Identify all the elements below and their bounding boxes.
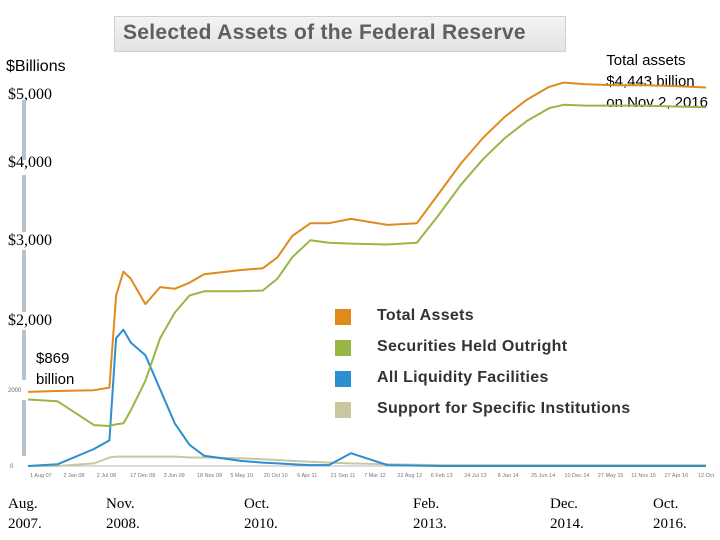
y-axis-bar-segment [22, 330, 26, 380]
small-x-tick-label: 27 May 15 [598, 473, 624, 479]
small-x-tick-label: 17 Dec 08 [130, 473, 155, 479]
x-label-oct-2010: Oct. 2010. [244, 496, 278, 532]
x-label-nov-2008: Nov. 2008. [106, 496, 140, 532]
small-x-tick-label: 6 Apr 11 [297, 473, 317, 479]
legend-label-liquidity: All Liquidity Facilities [377, 369, 549, 386]
small-x-tick-label: 12 Oct [698, 473, 715, 479]
small-x-tick-label: 5 May 10 [230, 473, 253, 479]
legend-swatch-support [335, 402, 351, 418]
inner-axis-label-2000: 2000 [8, 388, 22, 394]
series-line-total-assets [27, 81, 707, 393]
small-x-tick-label: 27 Apr 16 [665, 473, 689, 479]
small-x-tick-label: 8 Jan 14 [498, 473, 519, 479]
small-x-tick-label: 6 Feb 13 [431, 473, 453, 479]
small-x-tick-label: 3 Jun 09 [164, 473, 185, 479]
legend-item-total-assets: Total Assets [335, 306, 690, 328]
series-line-all-liquidity-facilities [27, 328, 706, 467]
liquidity-annotation-line2: billion [36, 371, 75, 388]
y-axis-bar-segment [22, 100, 26, 160]
x-label-feb-2013: Feb. 2013. [413, 496, 447, 532]
small-x-tick-label: 2 Jan 08 [63, 473, 84, 479]
small-x-tick-label: 20 Oct 10 [264, 473, 288, 479]
legend-item-liquidity: All Liquidity Facilities [335, 368, 690, 390]
chart-title-banner: Selected Assets of the Federal Reserve [114, 16, 566, 52]
small-x-tick-label: 24 Jul 13 [464, 473, 486, 479]
legend-label-total-assets: Total Assets [377, 307, 474, 324]
small-x-tick-label: 25 Jun 14 [531, 473, 555, 479]
y-axis-bar-segment [22, 250, 26, 312]
liquidity-annotation-line1: $869 [36, 350, 70, 367]
legend-label-support: Support for Specific Institutions [377, 400, 631, 417]
y-axis-bar-segment [22, 175, 26, 232]
y-tick-label-5000: $5,000 [8, 86, 52, 103]
legend: Total Assets Securities Held Outright Al… [330, 302, 690, 426]
legend-item-securities: Securities Held Outright [335, 337, 690, 359]
legend-item-support: Support for Specific Institutions [335, 399, 690, 421]
small-x-tick-label: 7 Mar 12 [364, 473, 386, 479]
total-annotation-line1: Total assets [606, 52, 686, 69]
series-line-securities-held-outright [27, 103, 707, 427]
inner-axis-label-0: 0 [10, 464, 14, 470]
y-tick-label-4000: $4,000 [8, 154, 52, 171]
small-x-tick-label: 10 Dec 14 [564, 473, 589, 479]
x-label-oct-2016: Oct. 2016. [653, 496, 687, 532]
small-x-tick-label: 11 Nov 15 [631, 473, 656, 479]
units-label: $Billions [6, 58, 66, 75]
legend-swatch-liquidity [335, 371, 351, 387]
small-x-tick-label: 21 Sep 11 [331, 473, 356, 479]
small-x-tick-label: 22 Aug 12 [397, 473, 422, 479]
y-tick-label-3000: $3,000 [8, 232, 52, 249]
y-tick-label-2000: $2,000 [8, 312, 52, 329]
y-axis-bar-segment [22, 400, 26, 456]
small-x-tick-labels: 1 Aug 07 2 Jan 08 2 Jul 08 17 Dec 08 3 Jun 0… [30, 473, 715, 479]
small-x-tick-label: 2 Jul 08 [97, 473, 116, 479]
small-x-tick-label: 18 Nov 09 [197, 473, 222, 479]
liquidity-annotation: $869 billion [36, 348, 74, 390]
series-lines [27, 81, 707, 467]
y-axis-bars [22, 100, 26, 456]
legend-swatch-securities [335, 340, 351, 356]
x-label-aug-2007: Aug. 2007. [8, 496, 42, 532]
x-label-dec-2014: Dec. 2014. [550, 496, 584, 532]
chart-title: Selected Assets of the Federal Reserve [123, 21, 526, 44]
legend-swatch-total-assets [335, 309, 351, 325]
legend-label-securities: Securities Held Outright [377, 338, 568, 355]
small-x-tick-label: 1 Aug 07 [30, 473, 52, 479]
